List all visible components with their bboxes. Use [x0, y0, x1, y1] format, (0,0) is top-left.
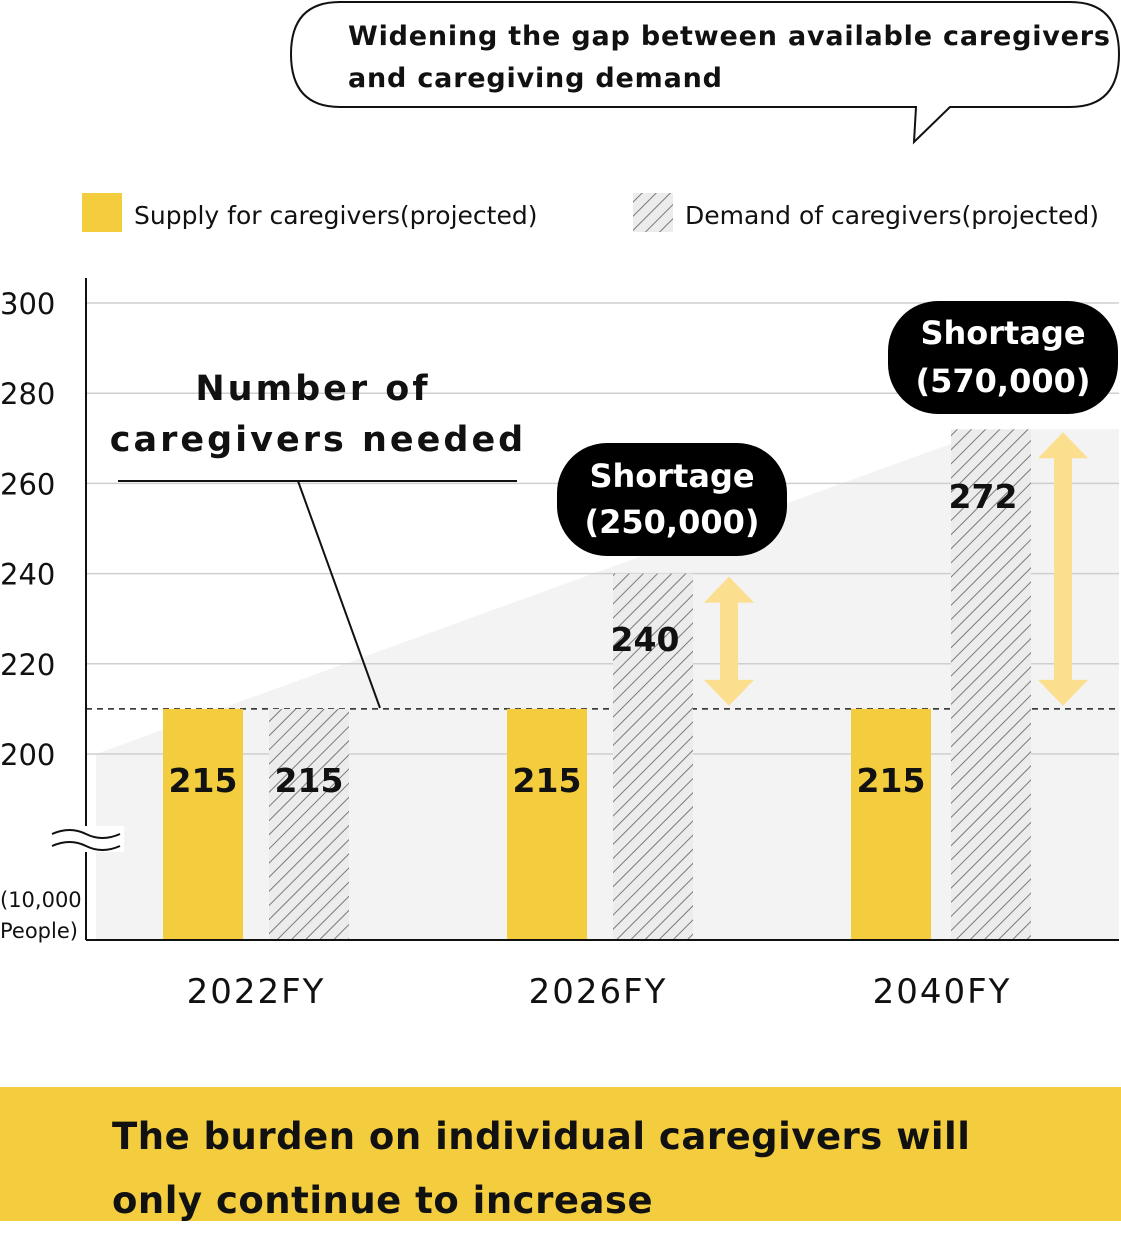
chart: Widening the gap between available careg… — [0, 1, 1121, 1012]
shortage-badge-2040 — [888, 301, 1118, 414]
legend-supply-swatch — [82, 193, 122, 232]
x-category-label: 2022FY — [187, 972, 326, 1012]
y-tick-label: 200 — [0, 738, 55, 772]
shortage-arrow-2026 — [704, 576, 754, 706]
y-tick-label: 260 — [0, 467, 55, 501]
demand-value-label: 240 — [611, 620, 680, 659]
axis-break-icon — [50, 826, 124, 852]
supply-bar — [851, 708, 931, 940]
supply-value-label: 215 — [857, 761, 926, 800]
supply-bar — [507, 708, 587, 940]
demand-value-label: 272 — [949, 477, 1018, 516]
demand-bar — [951, 429, 1031, 940]
supply-value-label: 215 — [513, 761, 582, 800]
legend-demand-label: Demand of caregivers(projected) — [685, 201, 1099, 230]
supply-bar — [163, 708, 243, 940]
callout-text: Widening the gap between available careg… — [348, 21, 1121, 94]
y-tick-label: 300 — [0, 287, 55, 321]
demand-bar — [269, 708, 349, 940]
needed-label-line1: Number of — [195, 369, 430, 409]
needed-label-leader — [297, 480, 381, 709]
legend-demand-swatch — [633, 193, 673, 232]
y-tick-label: 240 — [0, 558, 55, 592]
legend-supply-label: Supply for caregivers(projected) — [134, 201, 537, 230]
unit-label-line1: (10,000 — [0, 888, 82, 912]
x-category-label: 2026FY — [529, 972, 668, 1012]
shortage-2040-line1: Shortage — [920, 314, 1085, 352]
footer-banner: The burden on individual caregivers will… — [0, 1087, 1121, 1222]
shortage-2040-line2: (570,000) — [916, 362, 1091, 400]
supply-value-label: 215 — [169, 761, 238, 800]
y-tick-label: 220 — [0, 648, 55, 682]
shortage-arrow-2040 — [1038, 432, 1088, 706]
footer-message: The burden on individual caregivers will… — [112, 1115, 971, 1222]
shortage-badge-2026 — [557, 443, 787, 556]
unit-label-line2: People) — [0, 919, 78, 943]
callout-bubble — [289, 1, 1121, 145]
demand-value-label: 215 — [275, 761, 344, 800]
shortage-2026-line2: (250,000) — [585, 503, 760, 541]
needed-label-line2: caregivers needed — [110, 420, 526, 460]
demand-bar — [613, 573, 693, 940]
x-category-label: 2040FY — [873, 972, 1012, 1012]
shortage-2026-line1: Shortage — [589, 457, 754, 495]
y-tick-label: 280 — [0, 377, 55, 411]
plot-area: 300 280 260 240 220 200 215 215 215 215 240 272 2022… — [0, 278, 1119, 1012]
